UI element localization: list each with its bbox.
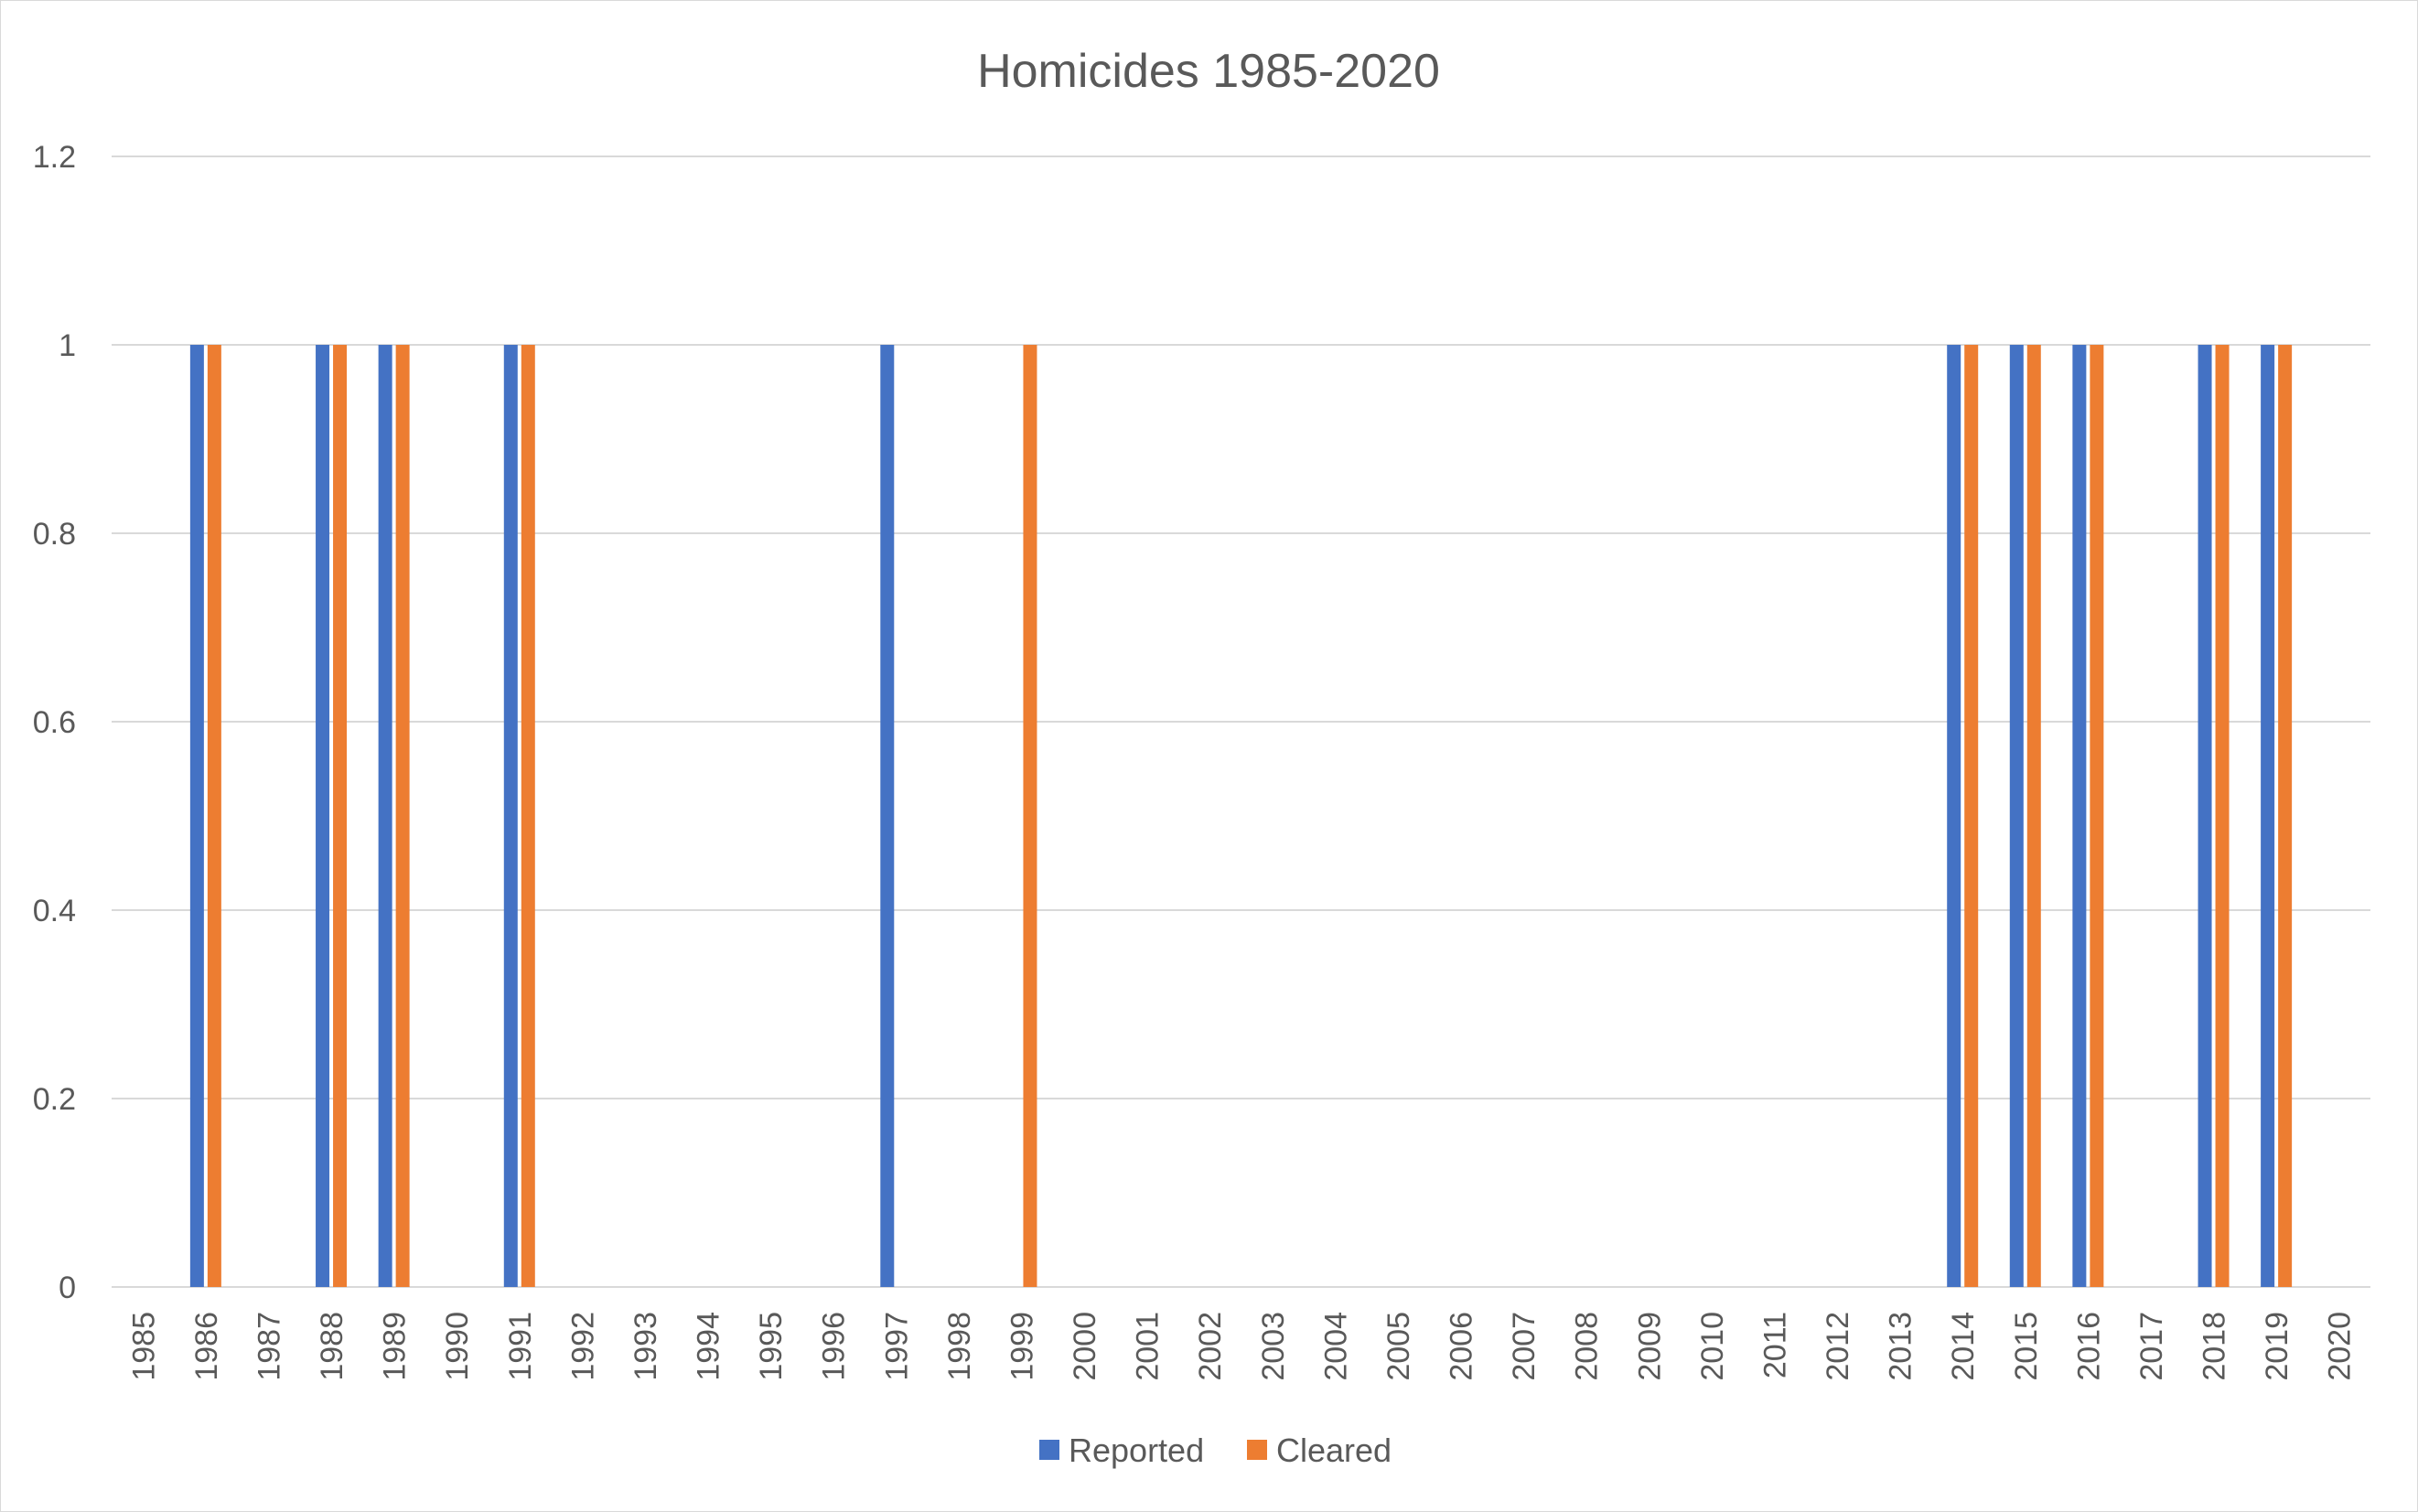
x-tick-label: 1993 — [629, 1312, 663, 1381]
x-tick-label: 1999 — [1005, 1312, 1039, 1381]
series-reported — [189, 345, 2275, 1287]
x-tick-label: 1998 — [942, 1312, 977, 1381]
chart-title: Homicides 1985-2020 — [977, 45, 1440, 98]
legend-item-reported: Reported — [1039, 1432, 1204, 1469]
x-tick-label: 1992 — [565, 1312, 600, 1381]
x-tick-label: 2008 — [1570, 1312, 1605, 1381]
x-tick-label: 2007 — [1507, 1312, 1542, 1381]
x-tick-label: 1991 — [503, 1312, 538, 1381]
x-tick-label: 2017 — [2134, 1312, 2169, 1381]
bar-reported-2016 — [2072, 345, 2087, 1287]
gridlines — [112, 155, 2370, 1288]
x-tick-label: 2003 — [1256, 1312, 1291, 1381]
series-cleared — [207, 345, 2293, 1287]
x-tick-label: 1996 — [817, 1312, 852, 1381]
x-tick-label: 2006 — [1445, 1312, 1479, 1381]
legend-label: Cleared — [1276, 1432, 1392, 1469]
bar-cleared-1986 — [207, 345, 221, 1287]
bar-cleared-2014 — [1964, 345, 1979, 1287]
legend-swatch — [1039, 1440, 1059, 1460]
bar-cleared-2018 — [2215, 345, 2230, 1287]
x-tick-label: 1990 — [440, 1312, 475, 1381]
x-tick-label: 2001 — [1131, 1312, 1166, 1381]
bar-reported-2014 — [1947, 345, 1961, 1287]
bar-reported-1991 — [503, 345, 518, 1287]
x-tick-label: 2016 — [2071, 1312, 2106, 1381]
x-tick-label: 2004 — [1318, 1312, 1353, 1381]
x-tick-label: 2018 — [2198, 1312, 2232, 1381]
x-tick-label: 1995 — [754, 1312, 789, 1381]
x-tick-label: 2013 — [1884, 1312, 1918, 1381]
bar-reported-2015 — [2009, 345, 2024, 1287]
y-tick-label: 0.6 — [33, 705, 76, 740]
bar-cleared-1989 — [395, 345, 410, 1287]
bar-cleared-1991 — [521, 345, 535, 1287]
x-tick-label: 2019 — [2260, 1312, 2294, 1381]
x-tick-label: 1985 — [126, 1312, 161, 1381]
y-tick-label: 1.2 — [33, 140, 76, 175]
bar-cleared-2016 — [2090, 345, 2104, 1287]
legend-label: Reported — [1069, 1432, 1204, 1469]
legend-swatch — [1247, 1440, 1267, 1460]
bar-reported-1986 — [189, 345, 204, 1287]
bar-reported-1997 — [880, 345, 895, 1287]
bar-cleared-1999 — [1023, 345, 1037, 1287]
x-tick-label: 2005 — [1381, 1312, 1416, 1381]
y-tick-label: 1 — [59, 328, 76, 363]
x-tick-label: 1988 — [315, 1312, 349, 1381]
x-tick-label: 2011 — [1757, 1312, 1792, 1378]
x-tick-label: 2000 — [1068, 1312, 1102, 1381]
x-tick-label: 2002 — [1193, 1312, 1228, 1381]
x-tick-label: 2020 — [2323, 1312, 2358, 1381]
legend-item-cleared: Cleared — [1247, 1432, 1392, 1469]
x-axis-labels: 1985 1986 1987 1988 1989 1990 1991 1992 1993 1994… — [126, 1312, 2357, 1381]
x-tick-label: 2010 — [1695, 1312, 1730, 1381]
y-tick-label: 0.8 — [33, 517, 76, 552]
y-tick-label: 0 — [59, 1271, 76, 1305]
bar-reported-2019 — [2261, 345, 2275, 1287]
bar-reported-2018 — [2198, 345, 2212, 1287]
y-axis-labels: 0 0.2 0.4 0.6 0.8 1 1.2 — [33, 140, 76, 1305]
bars — [189, 345, 2293, 1287]
x-tick-label: 2014 — [1946, 1312, 1981, 1381]
y-tick-label: 0.4 — [33, 894, 76, 928]
bar-reported-1989 — [378, 345, 392, 1287]
bar-reported-1988 — [316, 345, 330, 1287]
x-tick-label: 1994 — [692, 1312, 726, 1381]
x-tick-label: 1989 — [378, 1312, 413, 1381]
x-tick-label: 2015 — [2009, 1312, 2044, 1381]
bar-cleared-1988 — [333, 345, 348, 1287]
y-tick-label: 0.2 — [33, 1082, 76, 1117]
x-tick-label: 2012 — [1821, 1312, 1855, 1381]
bar-cleared-2015 — [2026, 345, 2041, 1287]
bar-cleared-2019 — [2278, 345, 2293, 1287]
x-tick-label: 1987 — [252, 1312, 286, 1381]
x-tick-label: 1986 — [189, 1312, 224, 1381]
legend: Reported Cleared — [1039, 1432, 1392, 1469]
x-tick-label: 2009 — [1632, 1312, 1667, 1381]
x-tick-label: 1997 — [879, 1312, 914, 1381]
